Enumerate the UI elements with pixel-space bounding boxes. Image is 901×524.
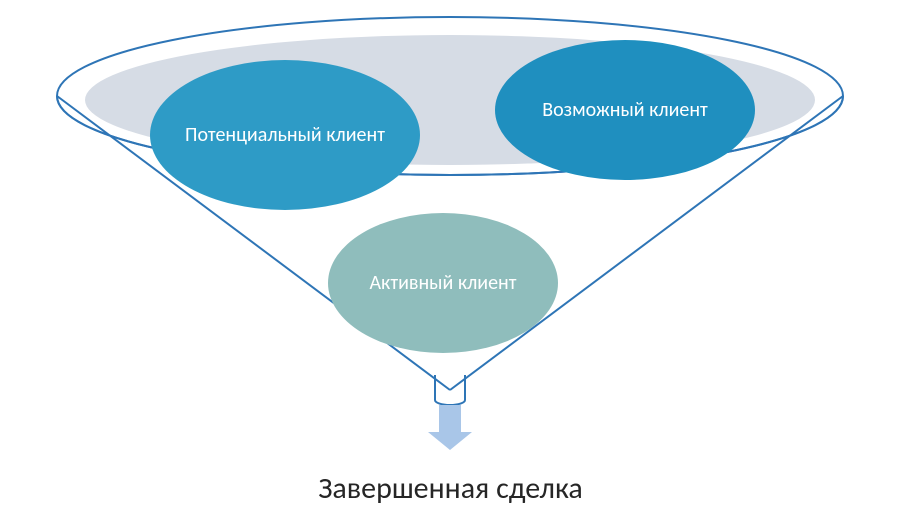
bubble-potential-label: Потенциальный клиент — [185, 124, 385, 147]
bubble-possible-label: Возможный клиент — [542, 99, 708, 122]
bubble-active-client: Активный клиент — [328, 213, 558, 353]
result-label-text: Завершенная сделка — [318, 470, 583, 507]
bubble-possible-client: Возможный клиент — [495, 40, 755, 180]
bubble-potential-client: Потенциальный клиент — [150, 60, 420, 210]
funnel-diagram: Потенциальный клиент Возможный клиент Ак… — [0, 0, 901, 524]
bubble-active-label: Активный клиент — [369, 272, 516, 295]
result-label: Завершенная сделка — [0, 470, 901, 507]
